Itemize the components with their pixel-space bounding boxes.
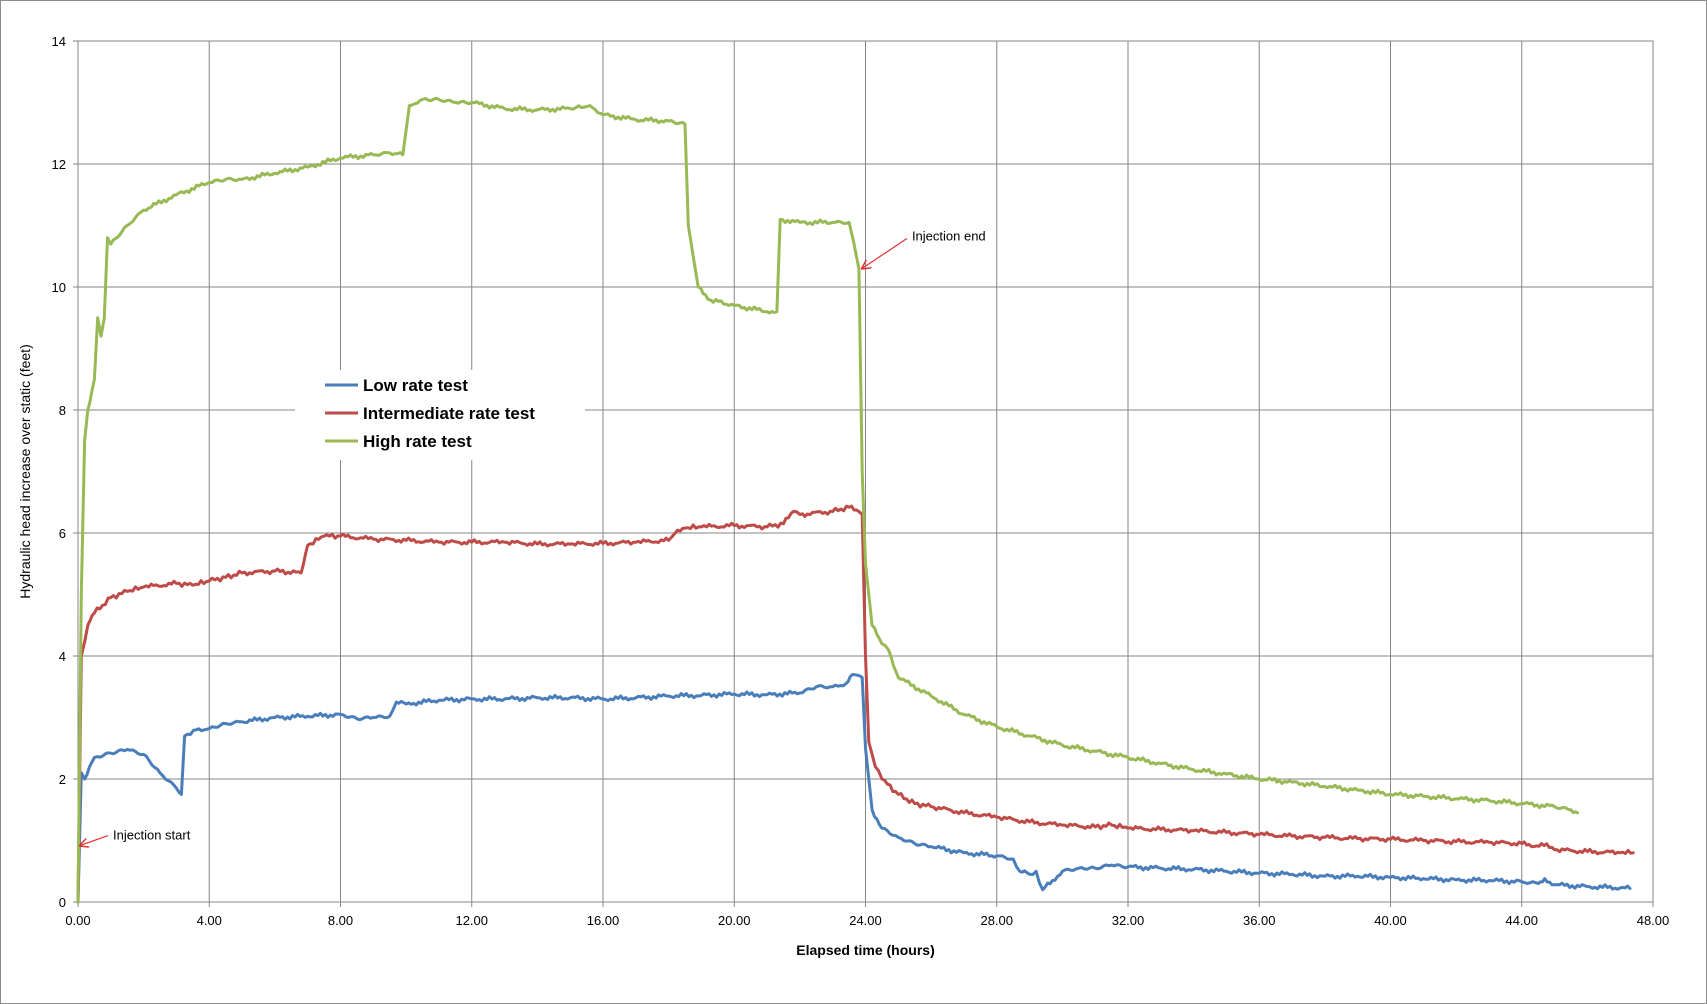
x-tick-label: 8.00 <box>328 913 353 928</box>
y-tick-label: 10 <box>52 280 66 295</box>
series-lines <box>76 96 1635 904</box>
y-axis-title: Hydraulic head increase over static (fee… <box>17 344 33 598</box>
legend-label: High rate test <box>363 432 472 451</box>
annotation-injection-end: Injection end <box>912 229 986 244</box>
x-tick-label: 48.00 <box>1637 913 1670 928</box>
x-tick-label: 20.00 <box>718 913 751 928</box>
series-line-1 <box>76 673 1632 904</box>
legend-label: Intermediate rate test <box>363 404 535 423</box>
x-tick-label: 40.00 <box>1374 913 1407 928</box>
x-tick-label: 16.00 <box>587 913 620 928</box>
axis-ticks: 0 2 4 6 8 10 12 14 0.00 4.00 8.00 12.00 16.00 20.00 24… <box>52 34 1670 928</box>
x-tick-label: 32.00 <box>1112 913 1145 928</box>
y-tick-label: 14 <box>52 34 66 49</box>
x-tick-label: 24.00 <box>849 913 882 928</box>
y-tick-label: 8 <box>59 403 66 418</box>
annotation-injection-start: Injection start <box>113 828 191 843</box>
series-line-3 <box>76 96 1579 904</box>
x-tick-label: 28.00 <box>980 913 1013 928</box>
y-tick-label: 6 <box>59 526 66 541</box>
annotation-arrow <box>862 238 908 269</box>
annotations: Injection start Injection end <box>80 229 986 846</box>
x-tick-label: 36.00 <box>1243 913 1276 928</box>
x-tick-label: 0.00 <box>65 913 90 928</box>
legend: Low rate test Intermediate rate test High … <box>295 370 585 460</box>
y-tick-label: 2 <box>59 772 66 787</box>
x-tick-label: 44.00 <box>1505 913 1538 928</box>
x-tick-label: 12.00 <box>455 913 488 928</box>
annotation-arrow <box>80 835 109 846</box>
grid <box>77 40 1654 903</box>
x-axis-title: Elapsed time (hours) <box>796 942 934 958</box>
x-tick-label: 4.00 <box>197 913 222 928</box>
y-tick-label: 0 <box>59 895 66 910</box>
legend-label: Low rate test <box>363 376 468 395</box>
y-tick-label: 4 <box>59 649 66 664</box>
y-tick-label: 12 <box>52 157 66 172</box>
series-line-2 <box>76 504 1635 904</box>
